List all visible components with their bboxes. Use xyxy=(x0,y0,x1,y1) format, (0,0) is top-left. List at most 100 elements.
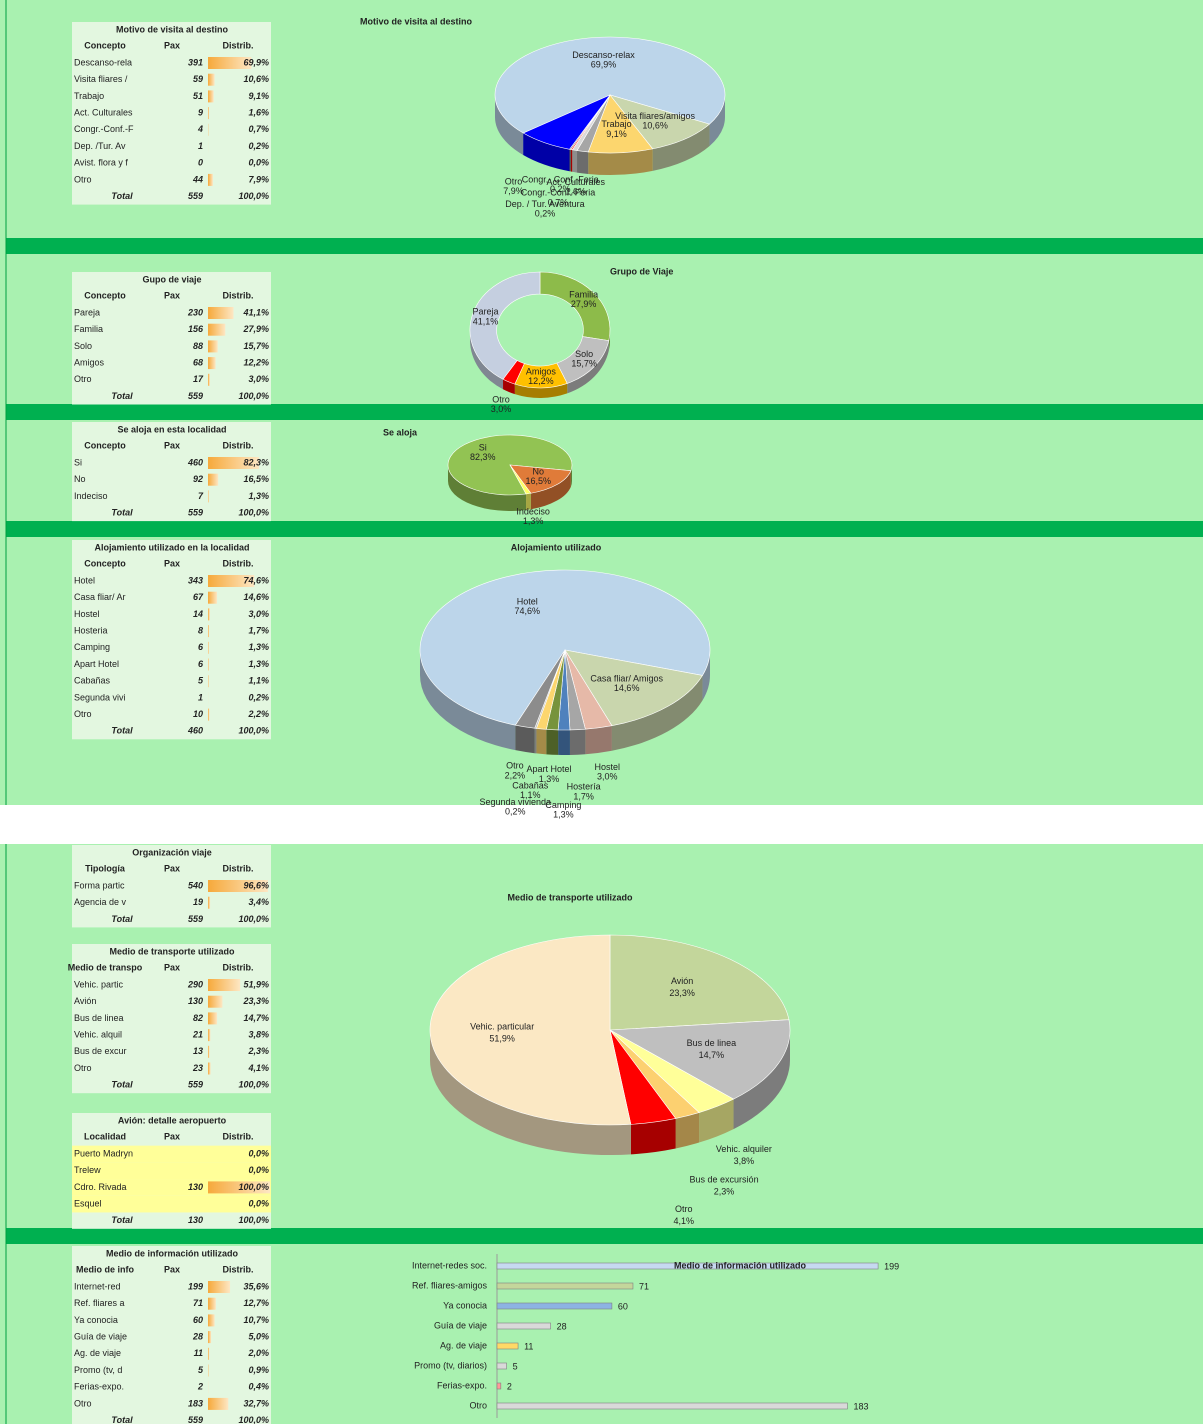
data-bar xyxy=(208,1331,212,1344)
data-label-name: Vehic. alquiler xyxy=(716,1144,772,1154)
row-label: Bus de linea xyxy=(74,1013,124,1023)
value-label: 71 xyxy=(639,1281,649,1291)
total-distrib: 100,0% xyxy=(238,191,269,201)
row-label: Visita fliares / xyxy=(74,74,128,84)
slice-side xyxy=(536,728,547,755)
row-pax: 60 xyxy=(193,1315,203,1325)
row-distrib: 32,7% xyxy=(243,1398,269,1408)
slice-side xyxy=(569,729,586,755)
row-label: Avión xyxy=(74,996,96,1006)
data-label-name: Avión xyxy=(671,976,693,986)
data-label-name: Vehic. particular xyxy=(470,1022,534,1032)
row-pax: 10 xyxy=(193,709,203,719)
total-pax: 559 xyxy=(188,191,203,201)
data-label-value: 41,1% xyxy=(473,316,499,326)
row-pax: 23 xyxy=(192,1063,203,1073)
total-label: Total xyxy=(111,1215,133,1225)
data-bar xyxy=(208,1281,231,1293)
data-label-value: 51,9% xyxy=(489,1034,515,1044)
total-label: Total xyxy=(111,391,133,401)
total-distrib: 100,0% xyxy=(238,507,269,517)
row-label: Guía de viaje xyxy=(74,1331,127,1341)
row-pax: 130 xyxy=(188,1182,203,1192)
data-bar xyxy=(208,995,223,1008)
data-label-value: 2,3% xyxy=(714,1186,735,1196)
chart-title: Grupo de Viaje xyxy=(610,266,673,276)
data-label-name: Congr.- Conf.-Feria xyxy=(522,175,599,185)
row-distrib: 0,2% xyxy=(248,692,269,702)
slice xyxy=(509,464,532,495)
row-distrib: 3,4% xyxy=(248,897,269,907)
data-label-value: 16,5% xyxy=(525,476,551,486)
data-bar xyxy=(208,1181,270,1194)
row-distrib: 51,9% xyxy=(243,979,269,989)
row-pax: 199 xyxy=(188,1281,203,1291)
total-pax: 559 xyxy=(188,391,203,401)
total-pax: 460 xyxy=(187,726,203,736)
data-label-value: 10,6% xyxy=(642,121,668,131)
data-label-value: 1,1% xyxy=(520,790,541,800)
table-title: Alojamiento utilizado en la localidad xyxy=(94,542,249,552)
separator xyxy=(6,238,1203,254)
bar xyxy=(496,1342,519,1350)
row-pax: 2 xyxy=(197,1382,203,1392)
table-title: Motivo de visita al destino xyxy=(116,24,229,34)
data-label-name: Camping xyxy=(545,800,581,810)
data-label-name: Otro xyxy=(675,1204,693,1214)
slice-side xyxy=(515,725,535,754)
row-distrib: 10,6% xyxy=(243,74,269,84)
table-title: Gupo de viaje xyxy=(142,274,201,284)
data-label-value: 23,3% xyxy=(669,988,695,998)
row-pax: 21 xyxy=(192,1029,203,1039)
row-label: Vehic. alquil xyxy=(74,1029,122,1039)
table-header: Medio de info xyxy=(76,1264,134,1274)
slice-side xyxy=(577,150,589,174)
row-pax: 92 xyxy=(193,474,203,484)
row-pax: 156 xyxy=(188,324,204,334)
data-label-value: 3,8% xyxy=(734,1156,755,1166)
row-label: Solo xyxy=(74,341,92,351)
row-pax: 67 xyxy=(193,592,204,602)
table-title: Organización viaje xyxy=(132,847,212,857)
bar xyxy=(496,1402,848,1410)
row-pax: 230 xyxy=(187,307,203,317)
row-distrib: 0,4% xyxy=(248,1382,269,1392)
row-pax: 5 xyxy=(198,1365,204,1375)
slice xyxy=(469,271,541,380)
table-header: Pax xyxy=(164,440,180,450)
row-pax: 44 xyxy=(192,174,203,184)
category-label: Ref. fliares-amigos xyxy=(412,1280,488,1290)
row-distrib: 1,7% xyxy=(248,625,269,635)
data-bar xyxy=(208,473,219,486)
row-pax: 68 xyxy=(193,357,203,367)
table-header: Pax xyxy=(164,1264,180,1274)
row-label: Internet-red xyxy=(74,1281,121,1291)
row-distrib: 0,0% xyxy=(248,158,269,168)
separator xyxy=(6,521,1203,537)
data-label-value: 1,3% xyxy=(539,774,560,784)
row-distrib: 96,6% xyxy=(243,880,269,890)
chart-title: Medio de transporte utilizado xyxy=(507,892,633,902)
row-distrib: 27,9% xyxy=(242,324,269,334)
slice-side xyxy=(588,148,653,175)
data-label-value: 82,3% xyxy=(470,452,496,462)
data-bar xyxy=(208,107,209,120)
table-background xyxy=(72,22,271,205)
slice-side xyxy=(526,493,531,510)
row-label: Vehic. partic xyxy=(74,979,124,989)
data-label-name: Apart Hotel xyxy=(526,764,571,774)
data-bar xyxy=(208,675,209,688)
value-label: 11 xyxy=(524,1341,533,1351)
row-distrib: 1,1% xyxy=(248,676,269,686)
table-header: Distrib. xyxy=(222,962,253,972)
data-label-value: 3,0% xyxy=(491,404,512,414)
row-distrib: 12,7% xyxy=(243,1298,269,1308)
row-pax: 540 xyxy=(188,880,203,890)
slice xyxy=(419,569,711,726)
category-label: Ya conocia xyxy=(443,1300,487,1310)
total-distrib: 100,0% xyxy=(238,914,269,924)
row-distrib: 2,3% xyxy=(247,1046,269,1056)
row-distrib: 2,0% xyxy=(247,1348,269,1358)
data-label-name: Si xyxy=(479,442,487,452)
